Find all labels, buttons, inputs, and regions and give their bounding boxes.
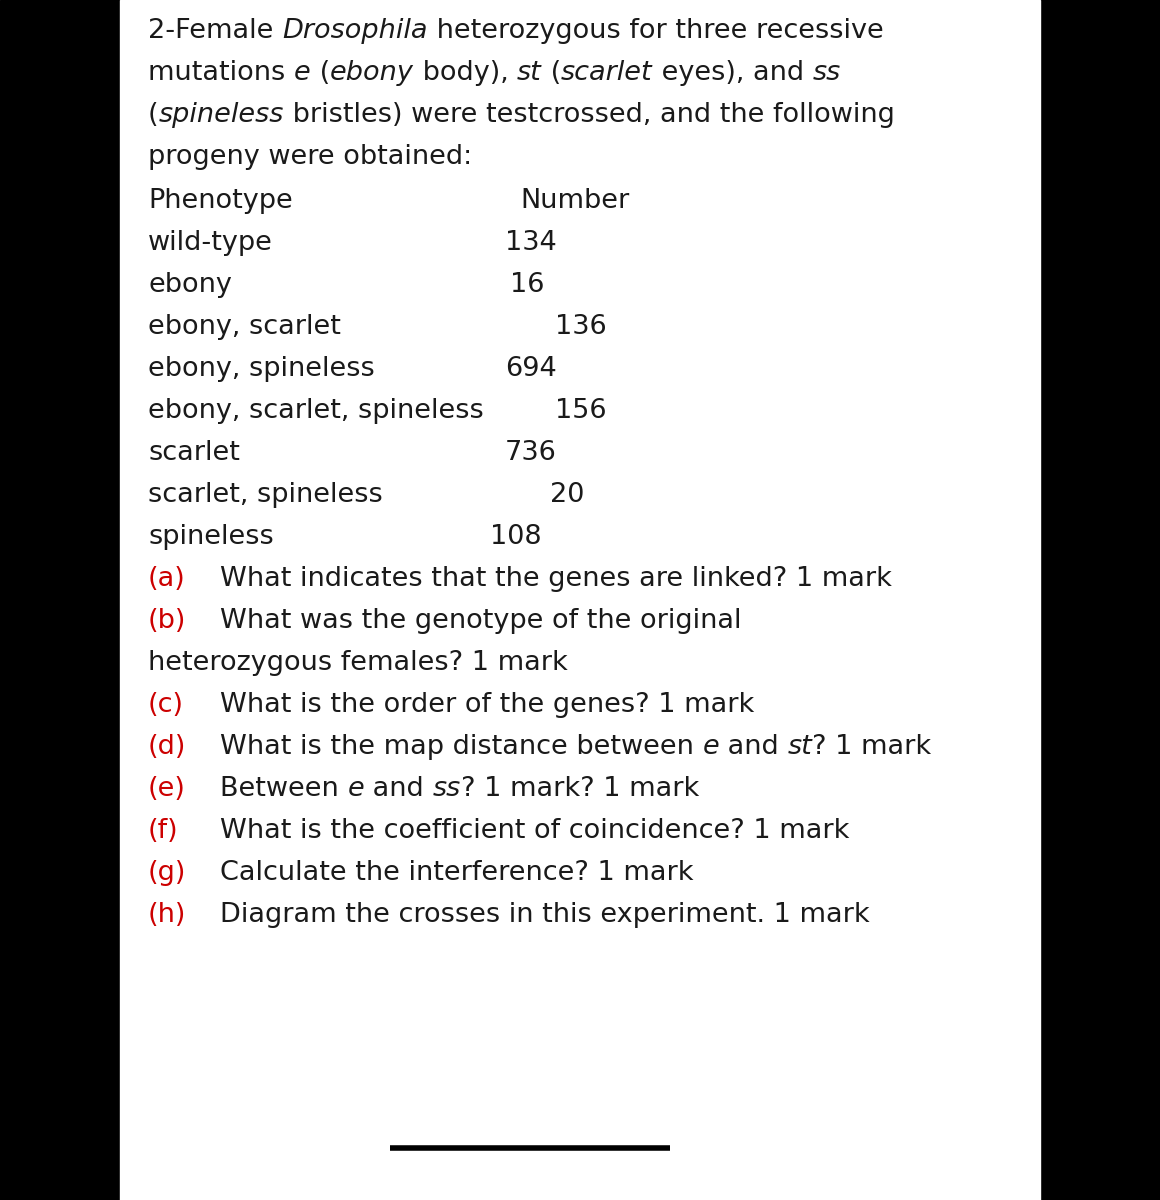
Text: ? 1 mark: ? 1 mark	[812, 734, 931, 760]
Text: ss: ss	[812, 60, 841, 86]
Text: e: e	[293, 60, 311, 86]
Text: scarlet, spineless: scarlet, spineless	[148, 482, 383, 508]
Text: ebony: ebony	[329, 60, 414, 86]
Text: What is the map distance between: What is the map distance between	[220, 734, 703, 760]
Text: (f): (f)	[148, 818, 179, 844]
Text: Calculate the interference? 1 mark: Calculate the interference? 1 mark	[220, 860, 694, 886]
Text: st: st	[788, 734, 812, 760]
Text: 736: 736	[505, 440, 557, 466]
Text: (: (	[148, 102, 159, 128]
Text: ebony, spineless: ebony, spineless	[148, 356, 375, 382]
Text: (: (	[311, 60, 329, 86]
Text: spineless: spineless	[148, 524, 274, 550]
Text: heterozygous for three recessive: heterozygous for three recessive	[428, 18, 883, 44]
Text: What is the coefficient of coincidence? 1 mark: What is the coefficient of coincidence? …	[220, 818, 849, 844]
Text: (b): (b)	[148, 608, 187, 634]
Text: and: and	[719, 734, 788, 760]
Bar	[0, 0, 119, 1200]
Text: st: st	[517, 60, 542, 86]
Text: What is the order of the genes? 1 mark: What is the order of the genes? 1 mark	[220, 692, 754, 718]
Text: wild-type: wild-type	[148, 230, 273, 256]
Text: and: and	[364, 776, 433, 802]
Text: scarlet: scarlet	[561, 60, 653, 86]
Text: spineless: spineless	[159, 102, 284, 128]
Text: (a): (a)	[148, 566, 186, 592]
Text: 16: 16	[510, 272, 544, 298]
Text: ? 1 mark? 1 mark: ? 1 mark? 1 mark	[461, 776, 699, 802]
Text: (e): (e)	[148, 776, 186, 802]
Text: 136: 136	[554, 314, 607, 340]
Text: eyes), and: eyes), and	[653, 60, 812, 86]
Text: 20: 20	[550, 482, 585, 508]
Text: 156: 156	[554, 398, 607, 424]
Text: What indicates that the genes are linked? 1 mark: What indicates that the genes are linked…	[220, 566, 892, 592]
Text: ebony, scarlet, spineless: ebony, scarlet, spineless	[148, 398, 484, 424]
Text: body),: body),	[414, 60, 517, 86]
Text: Phenotype: Phenotype	[148, 188, 292, 214]
Text: 108: 108	[490, 524, 542, 550]
Text: 694: 694	[505, 356, 557, 382]
Text: Diagram the crosses in this experiment. 1 mark: Diagram the crosses in this experiment. …	[220, 902, 870, 928]
Text: e: e	[703, 734, 719, 760]
Text: ebony: ebony	[148, 272, 232, 298]
Text: Number: Number	[520, 188, 629, 214]
Text: bristles) were testcrossed, and the following: bristles) were testcrossed, and the foll…	[284, 102, 894, 128]
Text: heterozygous females? 1 mark: heterozygous females? 1 mark	[148, 650, 567, 676]
Text: 134: 134	[505, 230, 557, 256]
Text: (: (	[542, 60, 561, 86]
Text: What was the genotype of the original: What was the genotype of the original	[220, 608, 741, 634]
Text: (h): (h)	[148, 902, 187, 928]
Text: Drosophila: Drosophila	[282, 18, 428, 44]
Text: (d): (d)	[148, 734, 187, 760]
Text: Between: Between	[220, 776, 347, 802]
Text: e: e	[347, 776, 364, 802]
Text: 2-Female: 2-Female	[148, 18, 282, 44]
Text: ss: ss	[433, 776, 461, 802]
Text: progeny were obtained:: progeny were obtained:	[148, 144, 472, 170]
Bar	[1041, 0, 1160, 1200]
Text: (g): (g)	[148, 860, 187, 886]
Bar	[119, 0, 1041, 1200]
Text: ebony, scarlet: ebony, scarlet	[148, 314, 341, 340]
Text: mutations: mutations	[148, 60, 293, 86]
Text: scarlet: scarlet	[148, 440, 240, 466]
Text: (c): (c)	[148, 692, 184, 718]
